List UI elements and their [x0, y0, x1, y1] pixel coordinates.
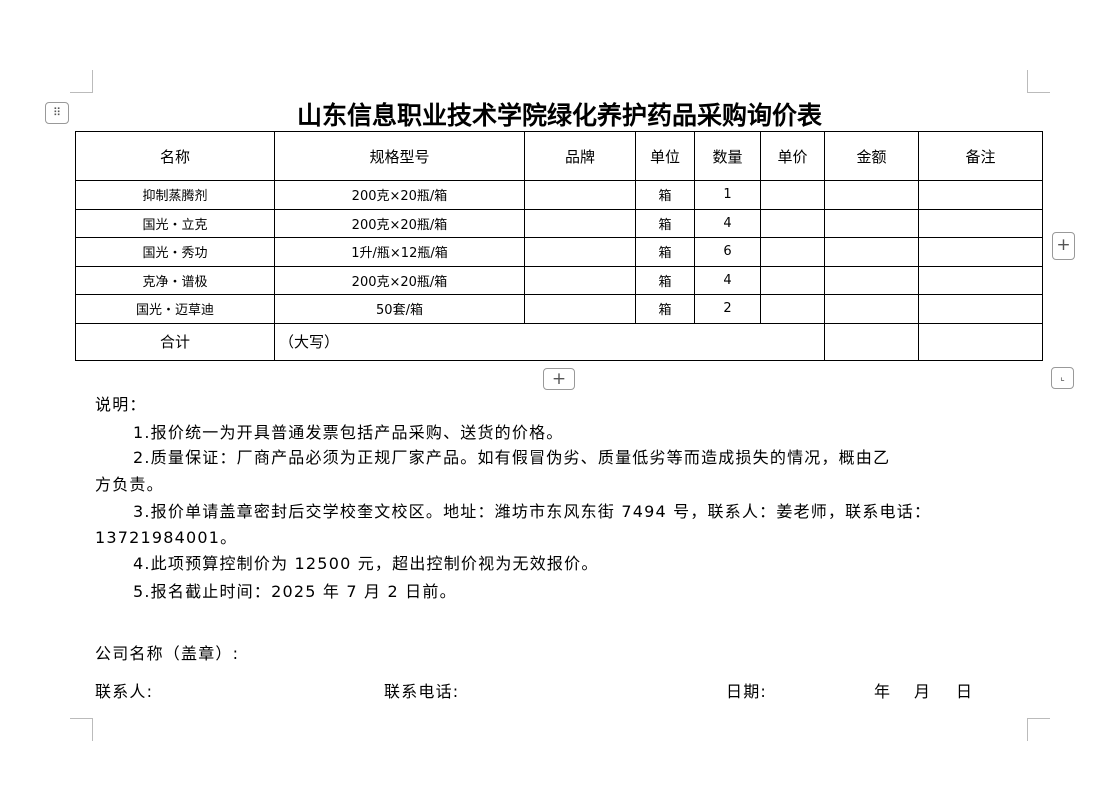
notes-heading: 说明：	[95, 395, 147, 414]
header-qty: 数量	[694, 131, 761, 181]
total-row: 合计 （大写）	[75, 322, 1043, 361]
table-row: 国光・立克 200克×20瓶/箱 箱 4	[75, 208, 1043, 238]
cell-qty[interactable]: 1	[694, 180, 761, 210]
margin-corner-bottom-right	[1027, 718, 1050, 741]
cell-note[interactable]	[918, 237, 1043, 267]
cell-amount[interactable]	[824, 180, 919, 210]
header-brand: 品牌	[524, 131, 636, 181]
total-capital-cell[interactable]: （大写）	[274, 322, 825, 361]
cell-note[interactable]	[918, 294, 1043, 324]
cell-amount[interactable]	[824, 265, 919, 295]
cell-note[interactable]	[918, 208, 1043, 238]
cell-spec[interactable]: 50套/箱	[274, 294, 525, 324]
note-item: 2.质量保证：厂商产品必须为正规厂家产品。如有假冒伪劣、质量低劣等而造成损失的情…	[133, 448, 891, 467]
table-row: 国光・秀功 1升/瓶×12瓶/箱 箱 6	[75, 237, 1043, 267]
cell-qty[interactable]: 4	[694, 265, 761, 295]
header-note: 备注	[918, 131, 1043, 181]
cell-amount[interactable]	[824, 294, 919, 324]
cell-qty[interactable]: 6	[694, 237, 761, 267]
note-item: 方负责。	[95, 475, 164, 494]
cell-qty[interactable]: 4	[694, 208, 761, 238]
note-item: 3.报价单请盖章密封后交学校奎文校区。地址：潍坊市东风东街 7494 号，联系人…	[133, 502, 932, 521]
cell-qty[interactable]: 2	[694, 294, 761, 324]
cell-brand[interactable]	[524, 208, 636, 238]
cell-price[interactable]	[760, 294, 825, 324]
cell-spec[interactable]: 200克×20瓶/箱	[274, 208, 525, 238]
cell-name[interactable]: 克净・谱极	[75, 265, 275, 295]
note-item: 5.报名截止时间：2025 年 7 月 2 日前。	[133, 582, 457, 601]
cell-price[interactable]	[760, 180, 825, 210]
phone-label: 联系电话:	[384, 682, 460, 701]
contact-label: 联系人:	[95, 682, 154, 701]
cell-unit[interactable]: 箱	[635, 237, 695, 267]
margin-corner-top-right	[1027, 70, 1050, 93]
cell-unit[interactable]: 箱	[635, 265, 695, 295]
cell-name[interactable]: 国光・立克	[75, 208, 275, 238]
header-price: 单价	[760, 131, 825, 181]
cell-price[interactable]	[760, 237, 825, 267]
total-note-cell[interactable]	[918, 322, 1043, 361]
cell-brand[interactable]	[524, 237, 636, 267]
cell-spec[interactable]: 1升/瓶×12瓶/箱	[274, 237, 525, 267]
cell-unit[interactable]: 箱	[635, 180, 695, 210]
cell-price[interactable]	[760, 208, 825, 238]
company-name-label: 公司名称（盖章）:	[95, 644, 240, 663]
cell-spec[interactable]: 200克×20瓶/箱	[274, 180, 525, 210]
cell-price[interactable]	[760, 265, 825, 295]
cell-brand[interactable]	[524, 294, 636, 324]
margin-corner-bottom-left	[70, 718, 93, 741]
cell-unit[interactable]: 箱	[635, 294, 695, 324]
total-label: 合计	[75, 322, 275, 361]
cell-amount[interactable]	[824, 208, 919, 238]
table-row: 国光・迈草迪 50套/箱 箱 2	[75, 294, 1043, 324]
date-year: 年	[874, 682, 892, 701]
add-column-icon[interactable]: +	[1052, 232, 1075, 260]
note-item: 4.此项预算控制价为 12500 元，超出控制价视为无效报价。	[133, 554, 599, 573]
quotation-table: 名称 规格型号 品牌 单位 数量 单价 金额 备注 抑制蒸腾剂 200克×20瓶…	[75, 131, 1043, 361]
cell-note[interactable]	[918, 180, 1043, 210]
cell-spec[interactable]: 200克×20瓶/箱	[274, 265, 525, 295]
cell-brand[interactable]	[524, 265, 636, 295]
note-item: 13721984001。	[95, 528, 238, 547]
table-row: 抑制蒸腾剂 200克×20瓶/箱 箱 1	[75, 180, 1043, 210]
header-unit: 单位	[635, 131, 695, 181]
date-month: 月	[914, 682, 932, 701]
table-row: 克净・谱极 200克×20瓶/箱 箱 4	[75, 265, 1043, 295]
cell-note[interactable]	[918, 265, 1043, 295]
header-name: 名称	[75, 131, 275, 181]
cell-name[interactable]: 国光・迈草迪	[75, 294, 275, 324]
cell-brand[interactable]	[524, 180, 636, 210]
cell-name[interactable]: 抑制蒸腾剂	[75, 180, 275, 210]
cell-amount[interactable]	[824, 237, 919, 267]
document-title: 山东信息职业技术学院绿化养护药品采购询价表	[296, 101, 822, 130]
date-day: 日	[956, 682, 974, 701]
header-spec: 规格型号	[274, 131, 525, 181]
cell-name[interactable]: 国光・秀功	[75, 237, 275, 267]
add-row-icon[interactable]: +	[543, 368, 575, 390]
header-amount: 金额	[824, 131, 919, 181]
note-item: 1.报价统一为开具普通发票包括产品采购、送货的价格。	[133, 423, 564, 442]
date-label: 日期:	[726, 682, 767, 701]
total-amount-cell[interactable]	[824, 322, 919, 361]
cell-unit[interactable]: 箱	[635, 208, 695, 238]
margin-corner-top-left	[70, 70, 93, 93]
drag-handle-icon[interactable]: ⠿	[45, 102, 69, 124]
table-header-row: 名称 规格型号 品牌 单位 数量 单价 金额 备注	[75, 131, 1043, 181]
resize-table-icon[interactable]: ⌞	[1051, 367, 1074, 389]
